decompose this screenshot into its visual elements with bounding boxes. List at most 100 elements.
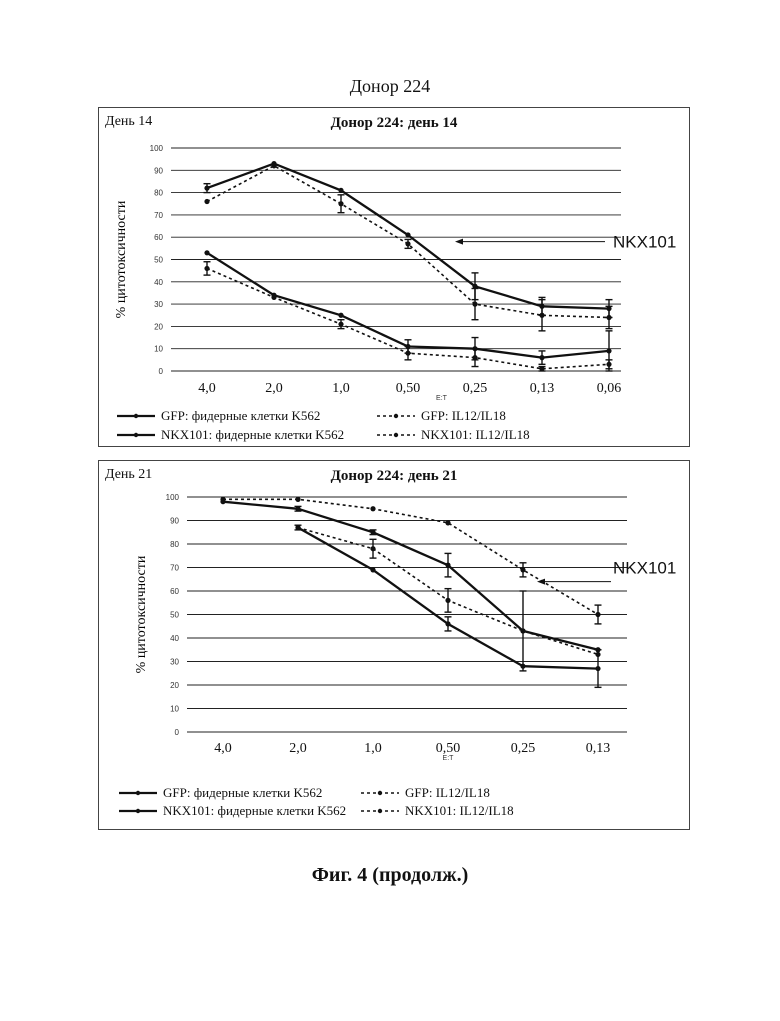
legend-entry: NKX101: IL12/IL18 <box>405 803 514 818</box>
x-tick-label: 0,25 <box>511 741 536 756</box>
data-point <box>271 163 276 168</box>
data-point <box>472 355 477 360</box>
data-point <box>220 497 225 502</box>
y-tick-label: 70 <box>154 211 163 220</box>
y-tick-label: 30 <box>170 658 179 667</box>
legend-marker <box>136 791 140 795</box>
y-tick-label: 60 <box>154 233 163 242</box>
data-point <box>606 348 611 353</box>
y-tick-label: 50 <box>170 611 179 620</box>
y-tick-label: 0 <box>175 728 180 737</box>
chart-svg: 0102030405060708090100% цитотоксичности4… <box>99 461 689 829</box>
y-tick-label: 10 <box>154 345 163 354</box>
data-point <box>338 201 343 206</box>
annotation-label: NKX101 <box>613 559 676 578</box>
data-point <box>520 628 525 633</box>
y-tick-label: 100 <box>150 144 164 153</box>
x-tick-label: 0,25 <box>463 381 488 396</box>
data-point <box>204 250 209 255</box>
y-axis-label: % цитотоксичности <box>134 555 149 673</box>
data-point <box>204 186 209 191</box>
series-line <box>223 502 598 650</box>
data-point <box>338 188 343 193</box>
chart-panel-day-14: День 14 Донор 224: день 14 0102030405060… <box>98 107 690 447</box>
legend-entry: GFP: IL12/IL18 <box>405 785 490 800</box>
legend-entry: GFP: фидерные клетки K562 <box>161 408 320 423</box>
data-point <box>606 362 611 367</box>
annotation-arrow-head <box>455 239 463 245</box>
legend-marker <box>378 791 382 795</box>
legend-entry: GFP: фидерные клетки K562 <box>163 785 322 800</box>
x-tick-label: 0,13 <box>586 741 611 756</box>
x-tick-label: 1,0 <box>332 381 350 396</box>
legend-marker <box>134 433 138 437</box>
data-point <box>370 546 375 551</box>
data-point <box>405 351 410 356</box>
x-tick-label: 2,0 <box>265 381 283 396</box>
x-tick-label: 4,0 <box>198 381 216 396</box>
data-point <box>370 567 375 572</box>
data-point <box>606 315 611 320</box>
legend-entry: NKX101: IL12/IL18 <box>421 427 530 442</box>
data-point <box>405 232 410 237</box>
data-point <box>595 666 600 671</box>
data-point <box>472 302 477 307</box>
y-tick-label: 40 <box>154 278 163 287</box>
data-point <box>539 366 544 371</box>
data-point <box>295 497 300 502</box>
x-tick-label: 0,50 <box>396 381 421 396</box>
chart-svg: 0 10 20 30 40 50 60 70 80 90 100 % цитотоксичности 4… <box>99 108 689 446</box>
legend-entry: GFP: IL12/IL18 <box>421 408 506 423</box>
data-point <box>445 563 450 568</box>
x-tick-label: 0,13 <box>530 381 555 396</box>
legend-marker <box>394 433 398 437</box>
legend-marker <box>134 414 138 418</box>
y-tick-label: 10 <box>170 705 179 714</box>
data-point <box>370 530 375 535</box>
data-point <box>445 621 450 626</box>
data-point <box>539 313 544 318</box>
y-tick-label: 50 <box>154 256 163 265</box>
data-point <box>539 355 544 360</box>
y-tick-label: 100 <box>166 493 180 502</box>
legend-marker <box>136 809 140 813</box>
legend-marker <box>378 809 382 813</box>
y-tick-label: 30 <box>154 300 163 309</box>
figure-caption: Фиг. 4 (продолж.) <box>0 864 780 887</box>
annotation-label: NKX101 <box>613 233 676 252</box>
data-point <box>370 506 375 511</box>
data-point <box>295 525 300 530</box>
legend-marker <box>394 414 398 418</box>
x-axis-label: E:T <box>443 755 455 762</box>
x-tick-label: 1,0 <box>364 741 382 756</box>
legend-entry: NKX101: фидерные клетки K562 <box>161 427 344 442</box>
data-point <box>204 199 209 204</box>
x-tick-label: 4,0 <box>214 741 232 756</box>
data-point <box>445 520 450 525</box>
y-axis-label: % цитотоксичности <box>114 200 129 318</box>
data-point <box>405 241 410 246</box>
x-axis-label: E:T <box>436 395 448 402</box>
y-tick-label: 90 <box>170 517 179 526</box>
chart-panel-day-21: День 21 Донор 224: день 21 0102030405060… <box>98 460 690 830</box>
x-tick-label: 2,0 <box>289 741 307 756</box>
y-tick-label: 60 <box>170 587 179 596</box>
y-tick-label: 80 <box>170 540 179 549</box>
data-point <box>338 322 343 327</box>
data-point <box>520 664 525 669</box>
y-tick-label: 0 <box>159 367 164 376</box>
x-tick-label: 0,06 <box>597 381 622 396</box>
data-point <box>595 652 600 657</box>
y-tick-label: 20 <box>154 322 163 331</box>
data-point <box>445 598 450 603</box>
data-point <box>595 612 600 617</box>
y-tick-label: 20 <box>170 681 179 690</box>
y-tick-label: 90 <box>154 166 163 175</box>
legend-entry: NKX101: фидерные клетки K562 <box>163 803 346 818</box>
data-point <box>520 567 525 572</box>
data-point <box>295 506 300 511</box>
y-tick-label: 40 <box>170 634 179 643</box>
data-point <box>271 295 276 300</box>
y-tick-label: 80 <box>154 189 163 198</box>
data-point <box>338 313 343 318</box>
